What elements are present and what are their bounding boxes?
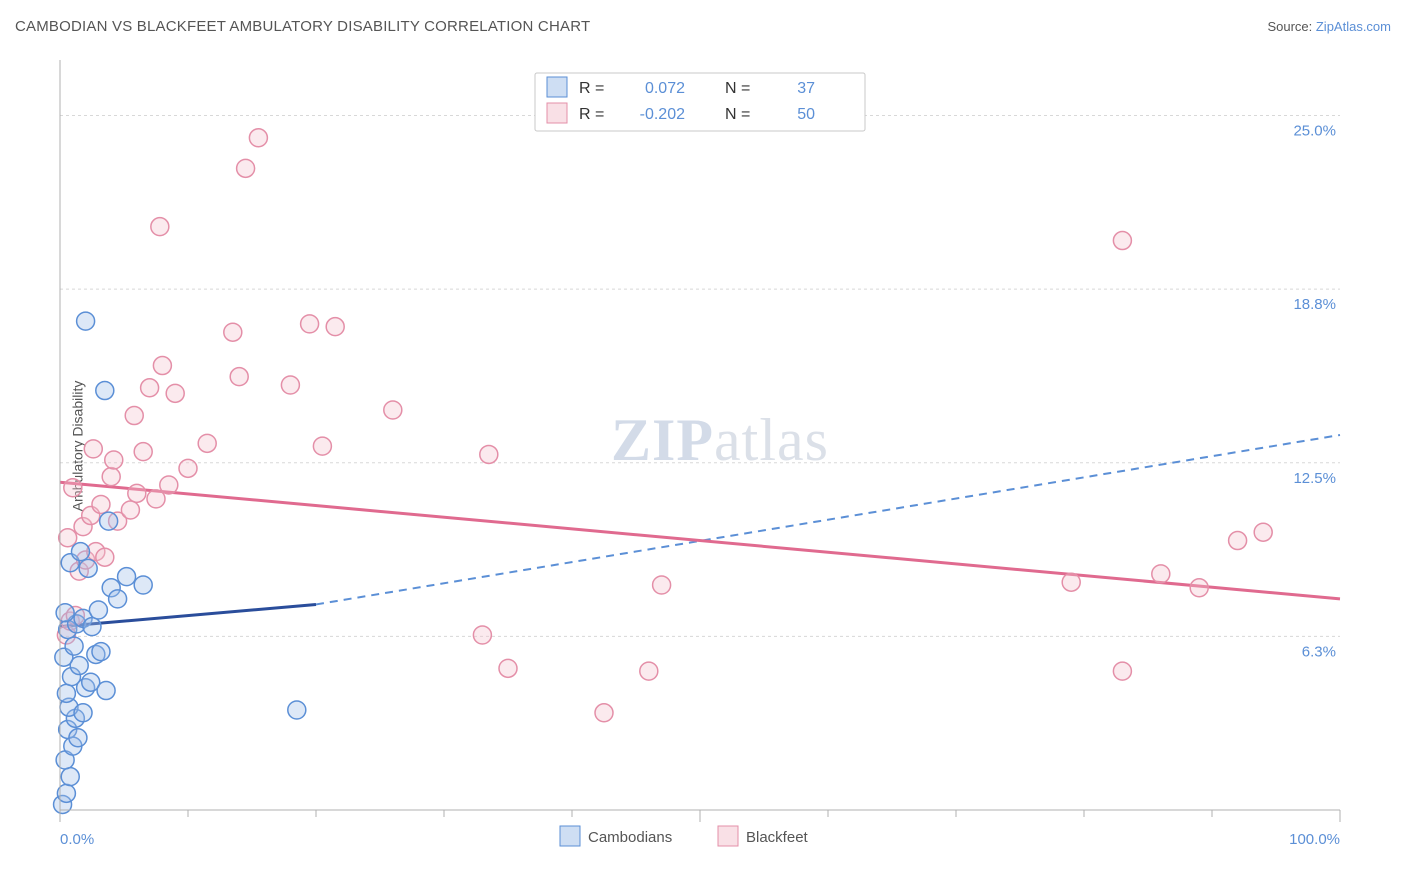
data-point: [166, 384, 184, 402]
data-point: [249, 129, 267, 147]
data-point: [92, 643, 110, 661]
data-point: [147, 490, 165, 508]
data-point: [79, 559, 97, 577]
data-point: [128, 484, 146, 502]
data-point: [102, 468, 120, 486]
data-point: [77, 312, 95, 330]
data-point: [134, 576, 152, 594]
chart-title: CAMBODIAN VS BLACKFEET AMBULATORY DISABI…: [15, 18, 590, 35]
data-point: [595, 704, 613, 722]
legend-swatch: [560, 826, 580, 846]
source-link[interactable]: ZipAtlas.com: [1316, 19, 1391, 34]
data-point: [84, 440, 102, 458]
legend-label: Blackfeet: [746, 829, 809, 846]
data-point: [1190, 579, 1208, 597]
source-attribution: Source: ZipAtlas.com: [1267, 19, 1391, 34]
correlation-legend: R = 0.072 N = 37 R = -0.202 N = 50: [535, 73, 865, 131]
svg-text:N =: N =: [725, 80, 750, 97]
data-point: [198, 434, 216, 452]
data-point: [65, 637, 83, 655]
x-tick-label: 100.0%: [1289, 831, 1340, 848]
svg-text:-0.202: -0.202: [640, 106, 685, 123]
data-point: [153, 357, 171, 375]
data-point: [61, 768, 79, 786]
data-point: [100, 512, 118, 530]
x-tick-label: 0.0%: [60, 831, 94, 848]
data-point: [499, 659, 517, 677]
data-point: [326, 318, 344, 336]
data-point: [71, 543, 89, 561]
data-point: [141, 379, 159, 397]
data-point: [640, 662, 658, 680]
svg-text:0.072: 0.072: [645, 80, 685, 97]
data-point: [74, 704, 92, 722]
data-point: [237, 159, 255, 177]
correlation-scatter-plot: ZIPatlas 0.0%100.0% 6.3%12.5%18.8%25.0% …: [50, 50, 1390, 820]
data-point: [1113, 662, 1131, 680]
y-tick-label: 6.3%: [1302, 643, 1336, 660]
data-point: [109, 590, 127, 608]
data-point: [89, 601, 107, 619]
data-point: [224, 323, 242, 341]
data-point: [134, 443, 152, 461]
data-point: [288, 701, 306, 719]
data-point: [96, 382, 114, 400]
y-tick-label: 18.8%: [1293, 296, 1336, 313]
y-tick-label: 25.0%: [1293, 123, 1336, 140]
data-point: [653, 576, 671, 594]
data-point: [97, 682, 115, 700]
svg-text:N =: N =: [725, 106, 750, 123]
data-point: [281, 376, 299, 394]
data-point: [179, 459, 197, 477]
data-point: [1113, 232, 1131, 250]
legend-label: Cambodians: [588, 829, 672, 846]
svg-text:50: 50: [797, 106, 815, 123]
source-prefix: Source:: [1267, 19, 1315, 34]
data-point: [64, 479, 82, 497]
data-point: [121, 501, 139, 519]
data-point: [480, 445, 498, 463]
data-point: [56, 604, 74, 622]
series-legend: Cambodians Blackfeet: [560, 826, 809, 846]
svg-text:37: 37: [797, 80, 815, 97]
data-point: [301, 315, 319, 333]
data-point: [1062, 573, 1080, 591]
svg-text:R =: R =: [579, 106, 604, 123]
data-point: [118, 568, 136, 586]
legend-swatch: [718, 826, 738, 846]
data-point: [1254, 523, 1272, 541]
data-point: [69, 729, 87, 747]
trend-line: [60, 482, 1340, 599]
data-point: [83, 618, 101, 636]
data-point: [1229, 532, 1247, 550]
data-point: [473, 626, 491, 644]
data-point: [384, 401, 402, 419]
data-point: [92, 495, 110, 513]
data-point: [105, 451, 123, 469]
data-point: [230, 368, 248, 386]
data-point: [1152, 565, 1170, 583]
data-point: [151, 218, 169, 236]
data-point: [160, 476, 178, 494]
y-tick-label: 12.5%: [1293, 470, 1336, 487]
svg-text:R =: R =: [579, 80, 604, 97]
data-point: [96, 548, 114, 566]
data-point: [125, 407, 143, 425]
data-point: [59, 529, 77, 547]
data-point: [313, 437, 331, 455]
